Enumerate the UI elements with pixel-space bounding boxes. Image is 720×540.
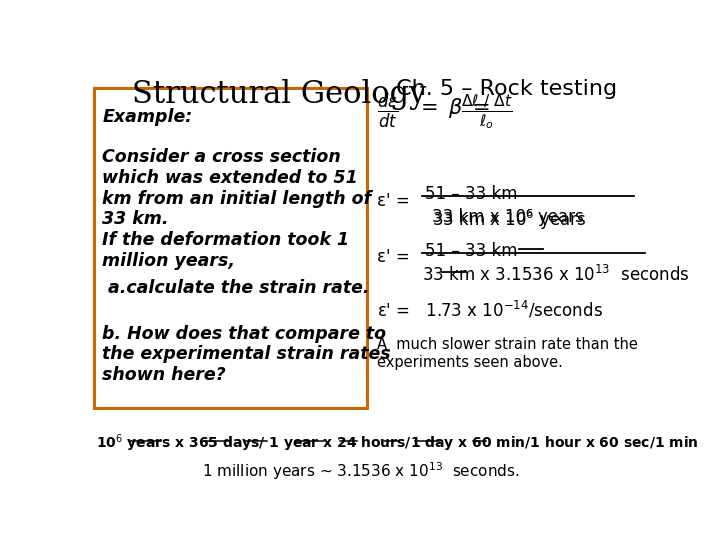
Text: Structural Geology: Structural Geology bbox=[132, 79, 426, 110]
Text: 33 km x 3.1536 x 10$^{13}$  seconds: 33 km x 3.1536 x 10$^{13}$ seconds bbox=[422, 265, 690, 285]
Text: $\frac{\Delta \ell \ / \ \Delta t}{\ell_o}$: $\frac{\Delta \ell \ / \ \Delta t}{\ell_… bbox=[461, 92, 513, 131]
Text: 33 km x 10⁶ years: 33 km x 10⁶ years bbox=[432, 208, 584, 226]
Text: 33 km x 10$^6$ years: 33 km x 10$^6$ years bbox=[432, 208, 586, 232]
Text: If the deformation took 1
million years,: If the deformation took 1 million years, bbox=[102, 231, 349, 270]
Text: $\frac{d\varepsilon}{dt}$: $\frac{d\varepsilon}{dt}$ bbox=[377, 92, 399, 131]
Text: 10$^6$ years x 365 days/ 1 year x 24 hours/1 day x 60 min/1 hour x 60 sec/1 min: 10$^6$ years x 365 days/ 1 year x 24 hou… bbox=[96, 433, 698, 454]
Text: ε' =: ε' = bbox=[377, 192, 410, 210]
Text: ε' =: ε' = bbox=[377, 248, 410, 266]
Text: 51 – 33 km: 51 – 33 km bbox=[425, 241, 517, 260]
Text: 51 – 33 km: 51 – 33 km bbox=[425, 185, 517, 204]
Text: a.calculate the strain rate.: a.calculate the strain rate. bbox=[102, 279, 370, 297]
Text: Ch. 5 – Rock testing: Ch. 5 – Rock testing bbox=[389, 79, 616, 99]
Text: Consider a cross section
which was extended to 51
km from an initial length of
3: Consider a cross section which was exten… bbox=[102, 148, 372, 228]
Text: b. How does that compare to
the experimental strain rates
shown here?: b. How does that compare to the experime… bbox=[102, 325, 391, 384]
Text: $= \ \beta \ =$: $= \ \beta \ =$ bbox=[416, 96, 490, 120]
Text: ε' =   1.73 x 10$^{-14}$/seconds: ε' = 1.73 x 10$^{-14}$/seconds bbox=[377, 300, 603, 321]
Text: 1 million years ~ 3.1536 x 10$^{13}$  seconds.: 1 million years ~ 3.1536 x 10$^{13}$ sec… bbox=[202, 461, 519, 482]
Text: Example:: Example: bbox=[102, 109, 192, 126]
Text: A  much slower strain rate than the
experiments seen above.: A much slower strain rate than the exper… bbox=[377, 337, 638, 369]
